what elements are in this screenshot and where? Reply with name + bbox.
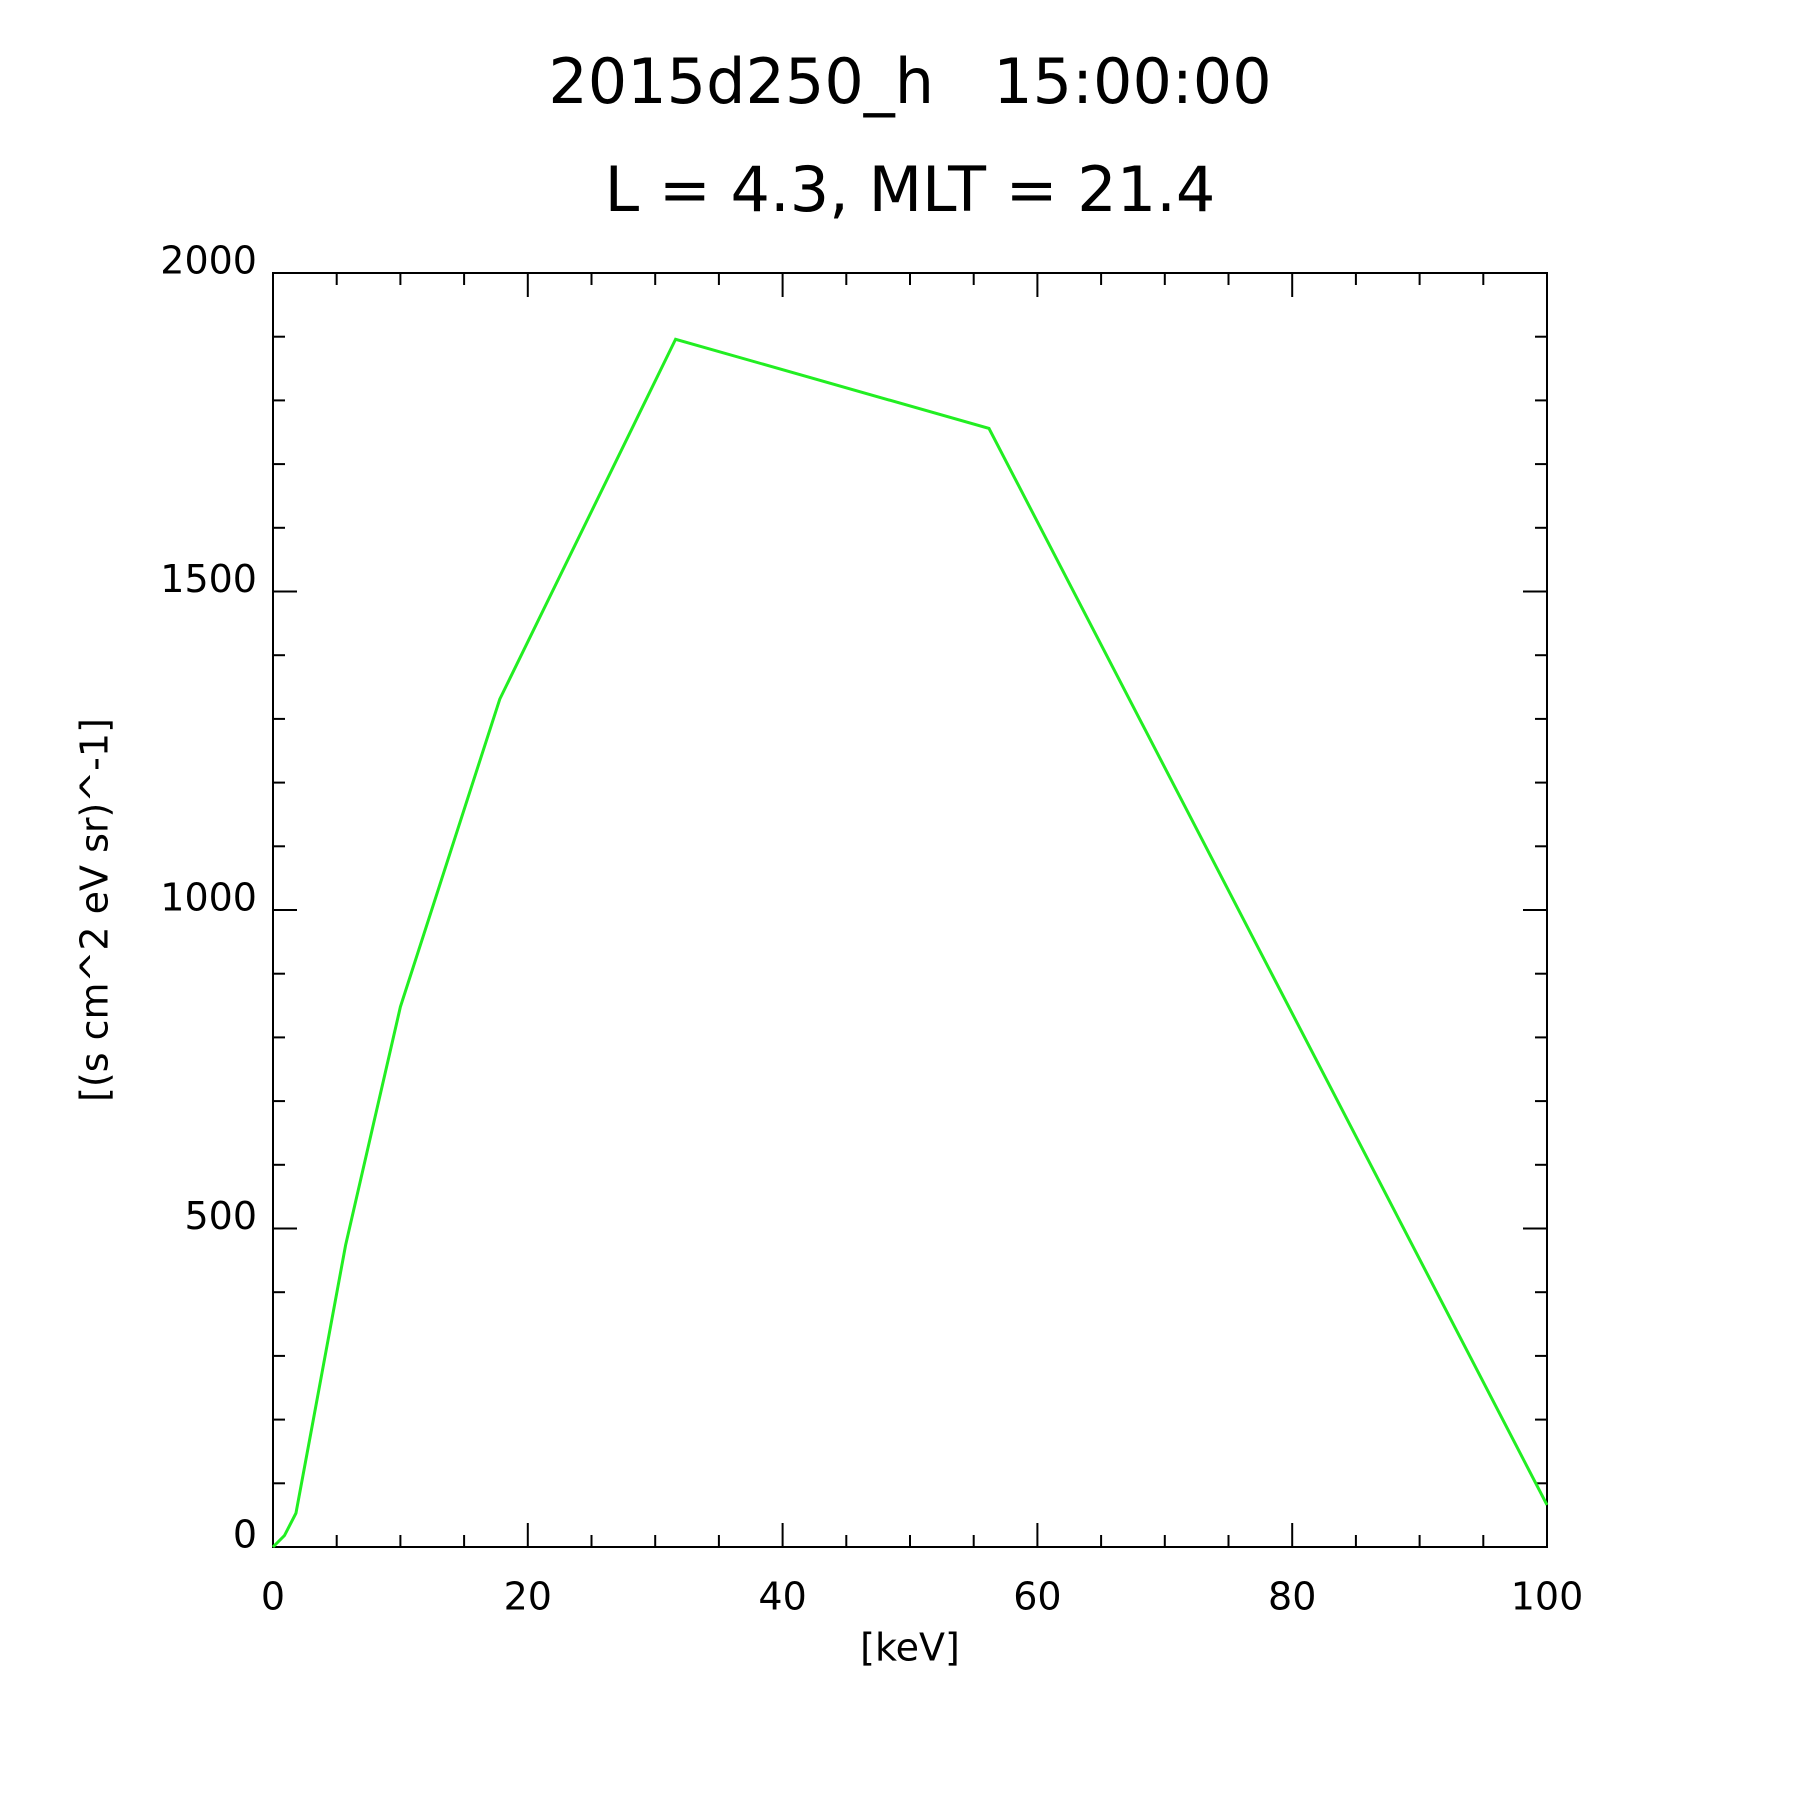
y-tick-label: 0 [233,1513,257,1557]
y-tick-label: 1500 [160,557,257,601]
x-tick-label: 80 [1268,1575,1316,1619]
x-tick-label: 20 [504,1575,552,1619]
x-tick-label: 40 [758,1575,806,1619]
x-axis-label: [keV] [860,1626,960,1670]
x-tick-label: 0 [261,1575,285,1619]
chart-title: 2015d250_h 15:00:00 [548,45,1271,118]
y-tick-label: 500 [184,1194,257,1238]
x-tick-label: 60 [1013,1575,1061,1619]
chart-subtitle: L = 4.3, MLT = 21.4 [605,153,1216,226]
y-tick-label: 2000 [160,239,257,283]
data-line [271,337,1549,1549]
y-tick-label: 1000 [160,876,257,920]
x-tick-label: 100 [1511,1575,1584,1619]
plot-frame [272,272,1548,1548]
y-axis-label: [(s cm^2 eV sr)^-1] [73,718,117,1102]
